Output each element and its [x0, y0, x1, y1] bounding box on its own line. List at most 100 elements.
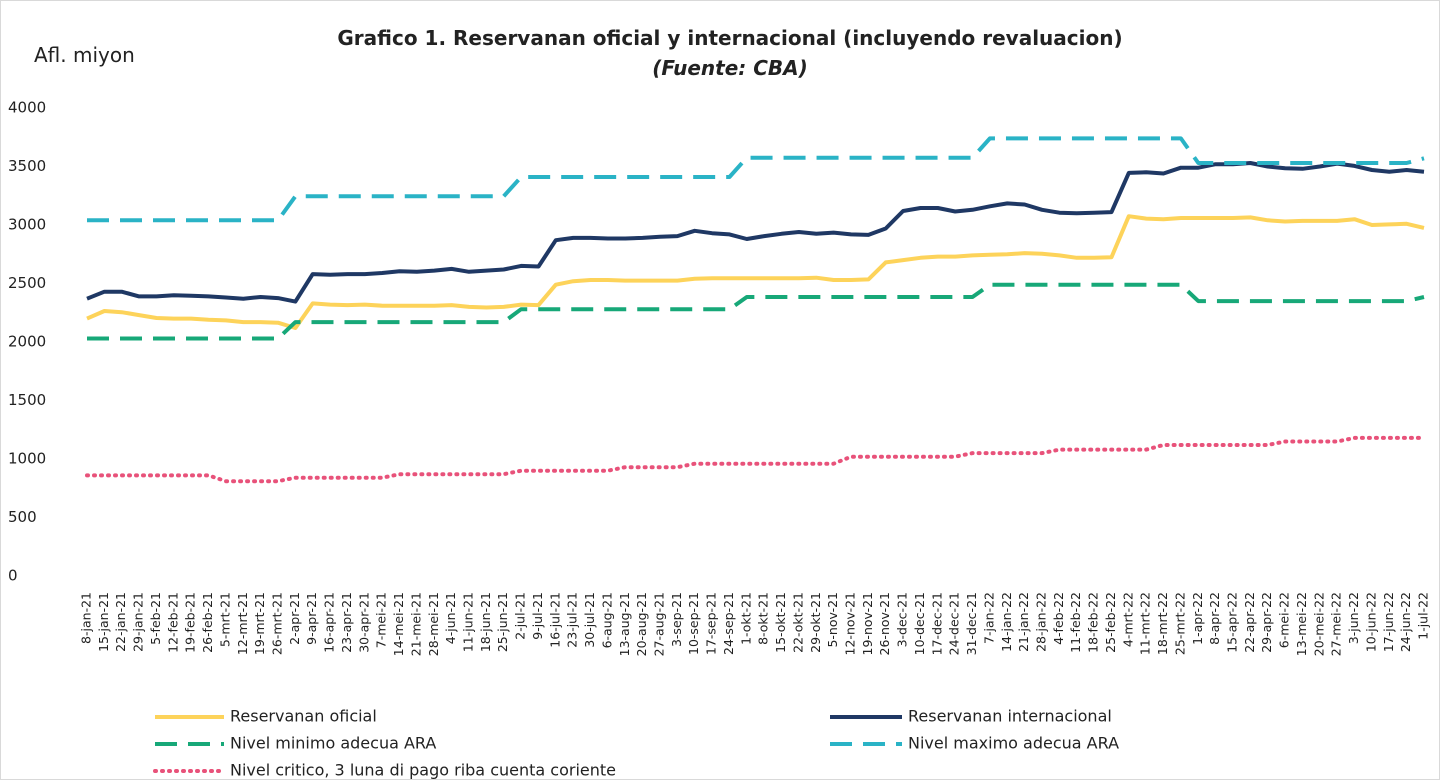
- y-tick-label: 0: [8, 567, 18, 585]
- y-tick-label: 1500: [8, 391, 46, 409]
- x-tick-label: 11-feb-22: [1068, 592, 1083, 653]
- y-axis-label: Afl. miyon: [34, 43, 135, 67]
- x-tick-label: 25-jun-21: [495, 592, 510, 652]
- x-tick-label: 16-apr-21: [322, 592, 337, 653]
- x-tick-label: 7-jan-22: [981, 592, 996, 644]
- series-line: [86, 214, 1425, 330]
- x-tick-label: 4-jun-21: [443, 592, 458, 644]
- x-tick-label: 25-feb-22: [1103, 592, 1118, 653]
- x-tick-label: 29-apr-22: [1259, 592, 1274, 653]
- x-tick-label: 12-mrt-21: [235, 592, 250, 655]
- x-tick-label: 9-apr-21: [304, 592, 319, 645]
- x-tick-label: 30-apr-21: [356, 592, 371, 653]
- legend-label: Reservanan internacional: [908, 707, 1112, 726]
- x-tick-label: 6-mei-22: [1277, 592, 1292, 648]
- chart-subtitle: (Fuente: CBA): [652, 56, 808, 80]
- x-tick-label: 2-jul-21: [513, 592, 528, 640]
- x-tick-label: 29-okt-21: [808, 592, 823, 653]
- x-tick-label: 1-jul-22: [1416, 592, 1431, 640]
- x-tick-label: 14-jan-22: [999, 592, 1014, 652]
- x-tick-label: 3-dec-21: [895, 592, 910, 647]
- x-tick-label: 26-mrt-21: [270, 592, 285, 655]
- x-tick-label: 6-aug-21: [599, 592, 614, 648]
- x-tick-label: 21-jan-22: [1016, 592, 1031, 652]
- x-tick-label: 22-apr-22: [1242, 592, 1257, 653]
- x-tick-label: 29-jan-21: [131, 592, 146, 652]
- x-tick-label: 5-mrt-21: [217, 592, 232, 647]
- x-tick-label: 5-nov-21: [825, 592, 840, 648]
- x-tick-label: 24-dec-21: [947, 592, 962, 655]
- x-tick-label: 17-sep-21: [704, 592, 719, 655]
- x-tick-label: 2-apr-21: [287, 592, 302, 645]
- x-tick-label: 25-mrt-22: [1172, 592, 1187, 655]
- legend-label: Nivel critico, 3 luna di pago riba cuent…: [230, 761, 616, 780]
- x-tick-label: 26-feb-21: [200, 592, 215, 653]
- x-tick-label: 22-okt-21: [790, 592, 805, 653]
- x-tick-label: 4-mrt-22: [1120, 592, 1135, 647]
- x-tick-label: 24-jun-22: [1398, 592, 1413, 652]
- y-tick-label: 4000: [8, 99, 46, 117]
- legend-label: Nivel minimo adecua ARA: [230, 734, 436, 753]
- legend-label: Nivel maximo adecua ARA: [908, 734, 1119, 753]
- x-tick-label: 20-aug-21: [634, 592, 649, 656]
- x-tick-label: 19-mrt-21: [252, 592, 267, 655]
- x-tick-label: 28-jan-22: [1034, 592, 1049, 652]
- x-tick-label: 31-dec-21: [964, 592, 979, 655]
- x-tick-label: 1-apr-22: [1190, 592, 1205, 645]
- x-tick-label: 12-feb-21: [165, 592, 180, 653]
- x-tick-label: 19-feb-21: [183, 592, 198, 653]
- y-tick-label: 3500: [8, 157, 46, 175]
- x-tick-label: 17-dec-21: [929, 592, 944, 655]
- series-line: [87, 282, 1425, 341]
- x-tick-label: 21-mei-21: [408, 592, 423, 656]
- x-tick-label: 10-jun-22: [1363, 592, 1378, 652]
- x-tick-label: 30-jul-21: [582, 592, 597, 648]
- x-tick-label: 1-okt-21: [738, 592, 753, 645]
- x-tick-label: 19-nov-21: [860, 592, 875, 655]
- x-tick-label: 8-okt-21: [756, 592, 771, 645]
- x-tick-label: 23-jul-21: [565, 592, 580, 648]
- chart-title: Grafico 1. Reservanan oficial y internac…: [337, 26, 1122, 50]
- y-tick-label: 2500: [8, 274, 46, 292]
- x-tick-label: 11-mrt-22: [1138, 592, 1153, 655]
- x-tick-label: 13-aug-21: [617, 592, 632, 656]
- x-tick-label: 20-mei-22: [1311, 592, 1326, 656]
- x-tick-label: 8-jan-21: [79, 592, 94, 644]
- x-tick-label: 15-okt-21: [773, 592, 788, 653]
- x-tick-label: 15-jan-21: [96, 592, 111, 652]
- x-tick-label: 15-apr-22: [1225, 592, 1240, 653]
- x-tick-label: 11-jun-21: [461, 592, 476, 652]
- x-tick-label: 28-mei-21: [426, 592, 441, 656]
- x-tick-label: 22-jan-21: [113, 592, 128, 652]
- x-tick-label: 3-jun-22: [1346, 592, 1361, 644]
- x-tick-label: 7-mei-21: [374, 592, 389, 648]
- x-tick-label: 10-dec-21: [912, 592, 927, 655]
- x-tick-label: 17-jun-22: [1381, 592, 1396, 652]
- x-tick-label: 18-jun-21: [478, 592, 493, 652]
- x-tick-label: 26-nov-21: [877, 592, 892, 655]
- x-tick-label: 18-feb-22: [1086, 592, 1101, 653]
- x-tick-label: 8-apr-22: [1207, 592, 1222, 645]
- x-tick-label: 3-sep-21: [669, 592, 684, 647]
- legend-label: Reservanan oficial: [230, 707, 377, 726]
- x-tick-label: 16-jul-21: [547, 592, 562, 648]
- x-tick-label: 12-nov-21: [843, 592, 858, 655]
- x-tick-label: 10-sep-21: [686, 592, 701, 655]
- series-line: [86, 161, 1425, 304]
- y-tick-label: 3000: [8, 216, 46, 234]
- x-tick-label: 13-mei-22: [1294, 592, 1309, 656]
- x-tick-label: 23-apr-21: [339, 592, 354, 653]
- x-tick-label: 18-mrt-22: [1155, 592, 1170, 655]
- x-tick-label: 9-jul-21: [530, 592, 545, 640]
- x-tick-label: 24-sep-21: [721, 592, 736, 655]
- x-tick-label: 27-mei-22: [1329, 592, 1344, 656]
- series-line: [87, 136, 1425, 223]
- x-tick-label: 27-aug-21: [652, 592, 667, 656]
- y-tick-label: 500: [8, 508, 37, 526]
- x-tick-label: 4-feb-22: [1051, 592, 1066, 645]
- y-tick-label: 2000: [8, 333, 46, 351]
- series-line: [85, 435, 1426, 484]
